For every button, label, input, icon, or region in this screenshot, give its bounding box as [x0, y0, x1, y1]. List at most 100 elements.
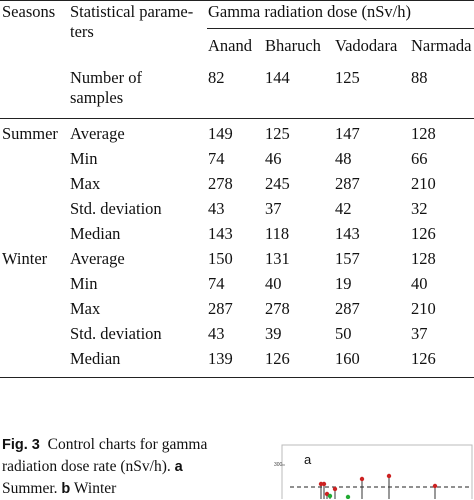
- figure-label: Fig. 3: [2, 437, 40, 453]
- row-param: Median: [70, 349, 121, 368]
- row-param: Average: [70, 124, 125, 143]
- samples-value: 144: [265, 68, 290, 87]
- row-value: 278: [208, 174, 233, 193]
- samples-label-line1: Number of: [70, 68, 142, 87]
- row-value: 42: [335, 199, 352, 218]
- row-param: Median: [70, 224, 121, 243]
- chart-markers: [318, 473, 438, 499]
- table-row: Min 74 46 48 66: [0, 149, 474, 171]
- samples-value: 125: [335, 68, 360, 87]
- row-value: 37: [411, 324, 428, 343]
- row-value: 66: [411, 149, 428, 168]
- samples-value: 88: [411, 68, 428, 87]
- row-param: Std. deviation: [70, 199, 162, 218]
- row-param: Min: [70, 274, 98, 293]
- row-value: 128: [411, 124, 436, 143]
- row-value: 118: [265, 224, 290, 243]
- table-row: Min 74 40 19 40: [0, 274, 474, 296]
- row-value: 50: [335, 324, 352, 343]
- row-season: Summer: [2, 124, 58, 143]
- header-location-vadodara: Vadodara: [335, 36, 398, 55]
- chart-marker-red: [332, 486, 338, 492]
- chart-marker-red: [432, 483, 438, 489]
- row-value: 143: [335, 224, 360, 243]
- table-row: Std. deviation 43 39 50 37: [0, 324, 474, 346]
- chart-marker-green: [345, 494, 351, 499]
- row-value: 37: [265, 199, 282, 218]
- figure-caption: Fig. 3 Control charts for gamma radiatio…: [2, 434, 207, 500]
- row-value: 125: [265, 124, 290, 143]
- header-location-narmada: Narmada: [411, 36, 472, 55]
- gamma-underline: [207, 28, 474, 29]
- header-param-line1: Statistical parame-: [70, 2, 194, 21]
- row-value: 19: [335, 274, 352, 293]
- samples-label-line2: samples: [70, 88, 124, 107]
- caption-text-4: Winter: [73, 480, 117, 497]
- caption-text-3: Summer.: [2, 480, 58, 497]
- chart-marker-red: [359, 476, 365, 482]
- samples-rule: [0, 118, 474, 119]
- row-param: Max: [70, 174, 101, 193]
- row-value: 40: [265, 274, 282, 293]
- row-value: 287: [335, 174, 360, 193]
- caption-line3: Summer. b Winter: [2, 478, 207, 500]
- samples-value: 82: [208, 68, 225, 87]
- chart-frame: [281, 444, 473, 499]
- table-row: Median 139 126 160 126: [0, 349, 474, 371]
- header-gamma: Gamma radiation dose (nSv/h): [208, 2, 411, 21]
- row-value: 287: [208, 299, 233, 318]
- row-value: 43: [208, 199, 225, 218]
- caption-text-1: Control charts for gamma: [47, 436, 208, 453]
- row-value: 128: [411, 249, 436, 268]
- row-value: 147: [335, 124, 360, 143]
- row-value: 160: [335, 349, 360, 368]
- row-value: 126: [411, 224, 436, 243]
- row-param: Max: [70, 299, 101, 318]
- row-value: 48: [335, 149, 352, 168]
- row-value: 126: [411, 349, 436, 368]
- chart-marker-red: [386, 473, 392, 479]
- row-value: 43: [208, 324, 225, 343]
- row-value: 32: [411, 199, 428, 218]
- caption-text-2: radiation dose rate (nSv/h).: [2, 458, 171, 475]
- row-season: Winter: [2, 249, 48, 268]
- row-value: 74: [208, 149, 225, 168]
- row-param: Std. deviation: [70, 324, 162, 343]
- table-row: Median 143 118 143 126: [0, 224, 474, 246]
- row-value: 139: [208, 349, 233, 368]
- caption-panel-b: b: [61, 481, 71, 497]
- row-value: 149: [208, 124, 233, 143]
- row-param: Average: [70, 249, 125, 268]
- row-value: 126: [265, 349, 290, 368]
- row-value: 150: [208, 249, 233, 268]
- row-value: 210: [411, 299, 436, 318]
- row-value: 74: [208, 274, 225, 293]
- table-row: Max 287 278 287 210: [0, 299, 474, 321]
- header-seasons: Seasons: [2, 2, 56, 21]
- header-location-anand: Anand: [208, 36, 252, 55]
- control-chart-thumbnail: 300 a: [274, 444, 473, 499]
- row-value: 245: [265, 174, 290, 193]
- table-row: Max 278 245 287 210: [0, 174, 474, 196]
- row-value: 157: [335, 249, 360, 268]
- caption-line2: radiation dose rate (nSv/h). a: [2, 456, 207, 478]
- row-value: 210: [411, 174, 436, 193]
- caption-line1: Fig. 3 Control charts for gamma: [2, 434, 207, 456]
- chart-marker-red: [321, 481, 327, 487]
- caption-panel-a: a: [174, 459, 183, 475]
- chart-marker-green: [327, 493, 333, 499]
- row-value: 40: [411, 274, 428, 293]
- row-param: Min: [70, 149, 98, 168]
- row-value: 46: [265, 149, 282, 168]
- chart-y-tick: 300: [274, 462, 283, 468]
- row-value: 143: [208, 224, 233, 243]
- row-value: 39: [265, 324, 282, 343]
- header-param-line2: ters: [70, 22, 94, 41]
- table-row: Std. deviation 43 37 42 32: [0, 199, 474, 221]
- chart-panel-label: a: [304, 452, 312, 467]
- table-row: Summer Average 149 125 147 128: [0, 124, 474, 146]
- table-row: Winter Average 150 131 157 128: [0, 249, 474, 271]
- header-location-bharuch: Bharuch: [265, 36, 321, 55]
- row-value: 278: [265, 299, 290, 318]
- row-value: 287: [335, 299, 360, 318]
